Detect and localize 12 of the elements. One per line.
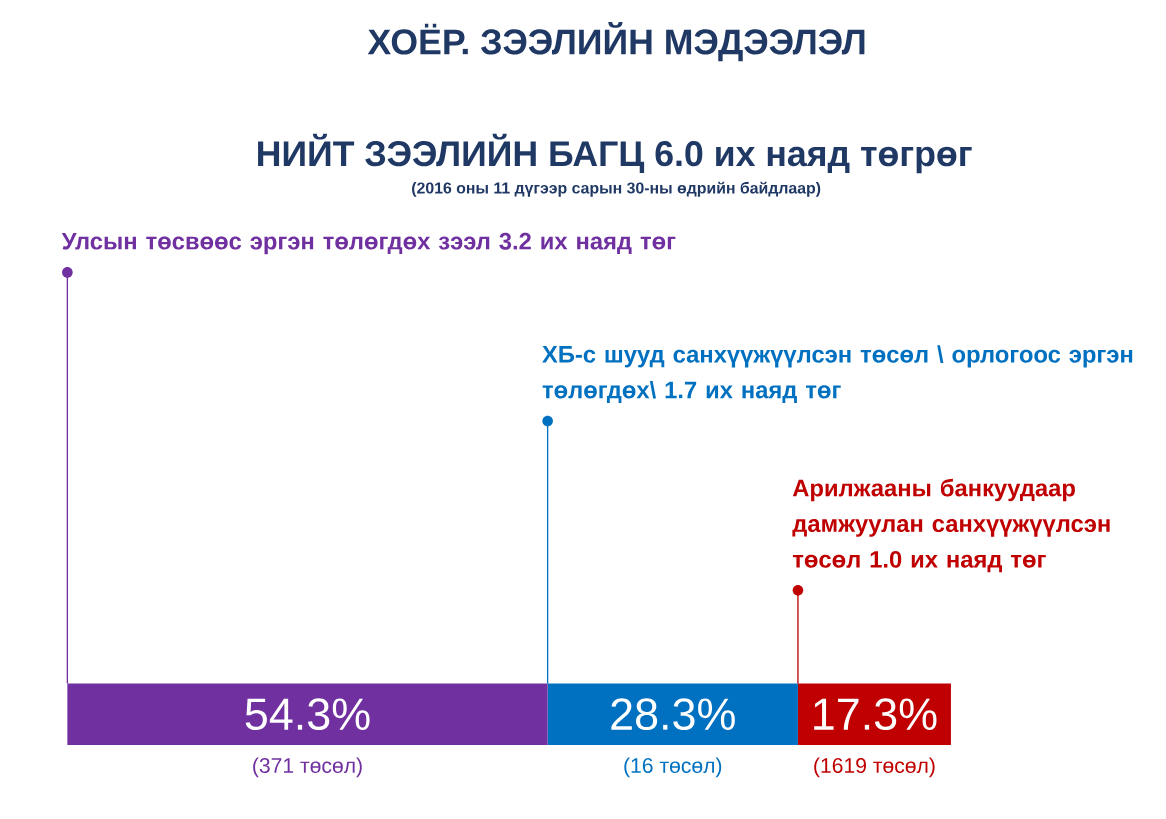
text: (1619 төсөл) xyxy=(814,757,935,778)
text: (16 төсөл) xyxy=(624,757,722,778)
data-label: 28.3% xyxy=(611,698,735,730)
data-label: 17.3% xyxy=(814,698,937,730)
data-label: 54.3% xyxy=(245,698,370,730)
chart-subtitle: НИЙТ ЗЭЭЛИЙН БАГЦ 6.0 их наяд төгрөг xyxy=(258,133,972,174)
text: ХБ-с шууд санхүүжүүлсэн төсөл \ орлогоос эргэн төлөгдөх\ 1.7 их наяд төг xyxy=(542,345,1133,403)
text: Арилжааны банкуудаар дамжуулан санхүүжүүлсэн төсөл 1.0 их наяд төг xyxy=(792,478,1110,573)
text: Улсын төсвөөс эргэн төлөгдөх зээл 3.2 их наяд төг xyxy=(61,232,676,255)
text: (371 төсөл) xyxy=(253,757,362,778)
chart-title: ХОЁР. ЗЭЭЛИЙН МЭДЭЭЛЭЛ xyxy=(367,21,865,62)
text: (2016 оны 11 дүгээр сарын 30-ны өдрийн байдлаар) xyxy=(412,181,821,197)
